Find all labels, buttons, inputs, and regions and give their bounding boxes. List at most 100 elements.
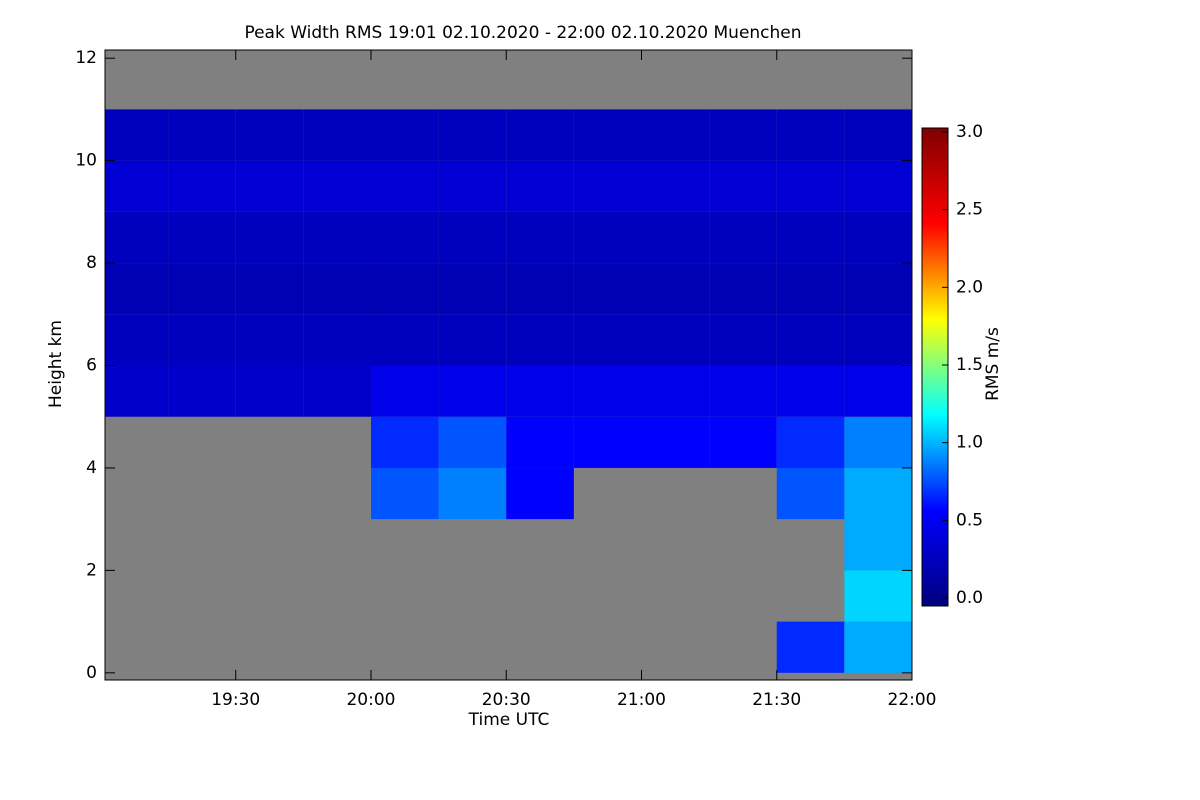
x-axis-label: Time UTC	[468, 710, 550, 730]
heatmap-cell	[506, 416, 574, 468]
heatmap-cell	[370, 263, 439, 315]
y-tick-label: 10	[75, 151, 97, 171]
heatmap-cell	[844, 365, 912, 417]
heatmap-cell	[105, 211, 169, 264]
heatmap-cell	[370, 365, 439, 417]
heatmap-cell	[573, 365, 642, 417]
heatmap-cell	[506, 109, 574, 161]
heatmap-cell	[641, 365, 710, 417]
plot-frame	[104, 49, 913, 681]
heatmap-cell	[709, 365, 777, 417]
heatmap-cell	[844, 314, 912, 366]
colorbar-label: RMS m/s	[983, 327, 1003, 401]
colorbar-tick-label: 0.5	[956, 510, 983, 530]
heatmap-cell	[168, 109, 236, 161]
heatmap-cell	[370, 211, 439, 264]
heatmap-cell	[438, 109, 507, 161]
heatmap-cell	[370, 416, 439, 468]
heatmap-cell	[776, 621, 845, 673]
heatmap-cell	[844, 416, 912, 468]
heatmap-cell	[709, 314, 777, 366]
heatmap-cell	[506, 467, 574, 520]
heatmap-cell	[105, 263, 169, 315]
heatmap-cell	[303, 109, 371, 161]
y-tick-label: 12	[75, 48, 97, 68]
heatmap-cell	[573, 263, 642, 315]
heatmap-cell	[776, 211, 845, 264]
heatmap-cell	[303, 314, 371, 366]
heatmap-cell	[235, 365, 304, 417]
heatmap-cell	[303, 211, 371, 264]
heatmap-cell	[641, 263, 710, 315]
heatmap-cell	[776, 263, 845, 315]
x-tick-label: 20:00	[346, 690, 395, 710]
heatmap-cell	[709, 160, 777, 212]
y-tick-label: 6	[86, 356, 97, 376]
colorbar-tick-label: 2.5	[956, 200, 983, 220]
x-tick-label: 20:30	[482, 690, 531, 710]
heatmap-cell	[370, 160, 439, 212]
heatmap-cell	[235, 263, 304, 315]
heatmap-cell	[438, 211, 507, 264]
y-tick-label: 4	[86, 458, 97, 478]
heatmap-cell	[506, 314, 574, 366]
heatmap-cell	[370, 467, 439, 520]
heatmap-cell	[709, 109, 777, 161]
heatmap-cell	[641, 109, 710, 161]
heatmap-cell	[506, 211, 574, 264]
x-tick-label: 21:00	[617, 690, 666, 710]
heatmap-cell	[641, 160, 710, 212]
heatmap-cell	[168, 365, 236, 417]
heatmap-cell	[776, 467, 845, 520]
heatmap-cell	[844, 519, 912, 571]
heatmap-cell	[105, 160, 169, 212]
y-tick-label: 2	[86, 560, 97, 580]
heatmap-cell	[370, 314, 439, 366]
heatmap-cell	[105, 365, 169, 417]
heatmap-cell	[438, 416, 507, 468]
heatmap-cell	[776, 160, 845, 212]
y-tick-label: 0	[86, 663, 97, 683]
heatmap-cell	[641, 416, 710, 468]
heatmap-cell	[303, 160, 371, 212]
heatmap-cell	[506, 160, 574, 212]
x-tick-label: 19:30	[211, 690, 260, 710]
heatmap-cell	[573, 416, 642, 468]
heatmap-cell	[105, 109, 169, 161]
colorbar	[921, 127, 949, 607]
heatmap-cell	[776, 365, 845, 417]
y-axis-label: Height km	[46, 320, 66, 408]
heatmap-cell	[641, 211, 710, 264]
heatmap-cell	[168, 160, 236, 212]
heatmap-cell	[776, 314, 845, 366]
heatmap-cell	[168, 263, 236, 315]
heatmap-cell	[776, 416, 845, 468]
heatmap-cell	[844, 467, 912, 520]
colorbar-tick-label: 1.0	[956, 433, 983, 453]
heatmap-cell	[776, 109, 845, 161]
heatmap-cell	[844, 570, 912, 622]
x-tick-label: 22:00	[888, 690, 937, 710]
colorbar-tick-label: 0.0	[956, 588, 983, 608]
heatmap-cell	[844, 160, 912, 212]
heatmap-cell	[709, 416, 777, 468]
colorbar-tick-label: 2.0	[956, 277, 983, 297]
heatmap-cell	[709, 211, 777, 264]
y-tick-label: 8	[86, 253, 97, 273]
heatmap-cell	[235, 160, 304, 212]
heatmap-cell	[438, 160, 507, 212]
heatmap-cell	[438, 263, 507, 315]
heatmap-cell	[506, 263, 574, 315]
heatmap-cell	[370, 109, 439, 161]
heatmap-cell	[844, 621, 912, 673]
heatmap-cell	[506, 365, 574, 417]
heatmap-cell	[573, 160, 642, 212]
x-tick-label: 21:30	[752, 690, 801, 710]
heatmap-cell	[709, 263, 777, 315]
heatmap-cell	[573, 314, 642, 366]
heatmap-cell	[438, 467, 507, 520]
heatmap-cell	[303, 263, 371, 315]
heatmap-cell	[438, 314, 507, 366]
heatmap-cell	[168, 314, 236, 366]
chart-title: Peak Width RMS 19:01 02.10.2020 - 22:00 …	[244, 23, 801, 43]
